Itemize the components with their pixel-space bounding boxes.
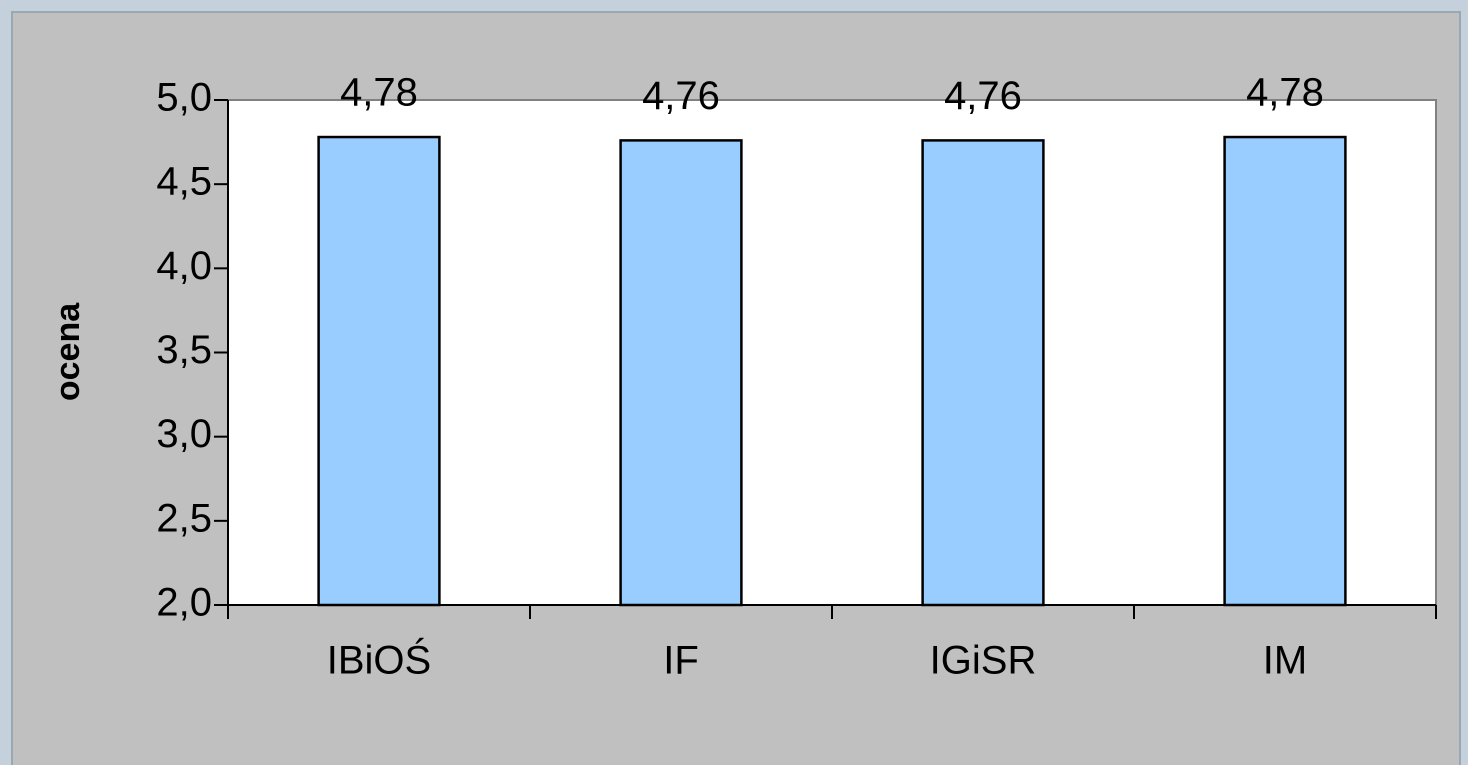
y-tick-label: 2,0 (156, 581, 212, 625)
y-tick-label: 3,0 (156, 412, 212, 456)
data-label: 4,76 (944, 74, 1022, 118)
y-tick-label: 5,0 (156, 76, 212, 120)
x-tick-label: IBiOŚ (327, 637, 431, 683)
data-label: 4,78 (340, 71, 418, 115)
bar (921, 139, 1045, 607)
y-tick-label: 3,5 (156, 328, 212, 372)
x-tick-label: IM (1263, 639, 1307, 683)
bar (317, 135, 441, 607)
y-tick-label: 4,0 (156, 244, 212, 288)
data-label: 4,78 (1246, 71, 1324, 115)
y-tick-label: 4,5 (156, 160, 212, 204)
data-label: 4,76 (642, 74, 720, 118)
y-axis-title: ocena (49, 302, 87, 401)
bar (1223, 135, 1347, 607)
x-tick-label: IGiSR (930, 639, 1037, 683)
y-tick-label: 2,5 (156, 496, 212, 540)
bar (619, 139, 743, 607)
x-tick-label: IF (663, 639, 699, 683)
